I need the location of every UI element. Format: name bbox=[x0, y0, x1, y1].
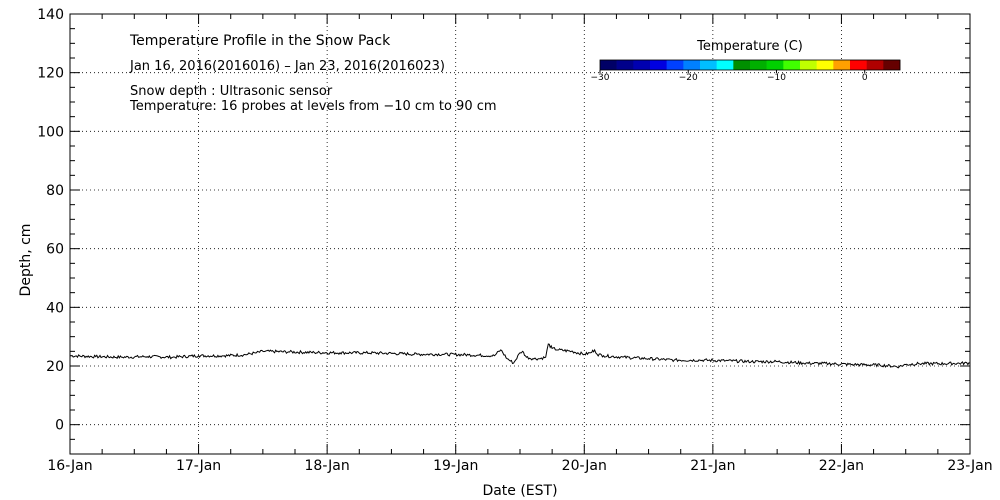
note-sensor: Snow depth : Ultrasonic sensor bbox=[130, 84, 333, 99]
colorbar-swatch bbox=[833, 60, 851, 70]
colorbar-tick-label: −10 bbox=[767, 73, 786, 83]
series-group bbox=[69, 343, 971, 369]
colorbar-swatch bbox=[783, 60, 801, 70]
colorbar-swatch bbox=[683, 60, 701, 70]
colorbar-tick-label: −20 bbox=[679, 73, 698, 83]
y-tick-label: 40 bbox=[46, 300, 64, 316]
y-tick-label: 120 bbox=[37, 66, 64, 82]
colorbar-swatch bbox=[700, 60, 717, 70]
colorbar-swatch bbox=[850, 60, 867, 70]
colorbar-title: Temperature (C) bbox=[696, 39, 803, 54]
colorbar-tick-label: 0 bbox=[862, 73, 868, 83]
colorbar-swatch bbox=[650, 60, 667, 70]
x-tick-label: 17-Jan bbox=[176, 458, 221, 474]
x-axis-label: Date (EST) bbox=[482, 483, 557, 499]
colorbar-swatch bbox=[716, 60, 734, 70]
chart-title: Temperature Profile in the Snow Pack bbox=[129, 33, 391, 49]
x-tick-label: 18-Jan bbox=[305, 458, 350, 474]
colorbar-swatch bbox=[633, 60, 651, 70]
grid-lines bbox=[70, 14, 970, 454]
x-tick-label: 16-Jan bbox=[47, 458, 92, 474]
note-probes: Temperature: 16 probes at levels from −1… bbox=[129, 99, 497, 114]
x-tick-label: 23-Jan bbox=[947, 458, 992, 474]
plot-frame bbox=[69, 13, 971, 455]
tick-labels: 0 20 40 60 80 100 120 140 16-Jan 17-Jan 18-Jan 19-J… bbox=[37, 7, 992, 474]
x-tick-label: 20-Jan bbox=[562, 458, 607, 474]
y-tick-label: 20 bbox=[46, 359, 64, 375]
axis-ticks bbox=[69, 13, 971, 455]
date-range: Jan 16, 2016(2016016) – Jan 23, 2016(201… bbox=[129, 59, 445, 74]
y-tick-label: 100 bbox=[37, 124, 64, 140]
colorbar-swatch bbox=[766, 60, 784, 70]
colorbar-frame bbox=[599, 59, 901, 71]
temperature-colorbar: −30 −20 −10 0 bbox=[591, 59, 901, 83]
colorbar-swatch bbox=[816, 60, 834, 70]
colorbar-swatch bbox=[600, 60, 617, 70]
x-tick-label: 19-Jan bbox=[433, 458, 478, 474]
colorbar-swatch bbox=[666, 60, 684, 70]
x-tick-label: 21-Jan bbox=[690, 458, 735, 474]
x-tick-label: 22-Jan bbox=[819, 458, 864, 474]
y-axis-label: Depth, cm bbox=[18, 224, 34, 297]
y-tick-label: 60 bbox=[46, 242, 64, 258]
colorbar-swatch bbox=[733, 60, 751, 70]
y-tick-label: 0 bbox=[55, 418, 64, 434]
y-tick-label: 80 bbox=[46, 183, 64, 199]
colorbar-swatch bbox=[800, 60, 817, 70]
y-tick-label: 140 bbox=[37, 7, 64, 23]
colorbar-swatch bbox=[750, 60, 767, 70]
colorbar-swatch bbox=[883, 60, 901, 70]
colorbar-swatch bbox=[616, 60, 634, 70]
snow-depth-line bbox=[69, 343, 971, 369]
colorbar-swatch bbox=[866, 60, 884, 70]
colorbar-tick-label: −30 bbox=[591, 73, 610, 83]
